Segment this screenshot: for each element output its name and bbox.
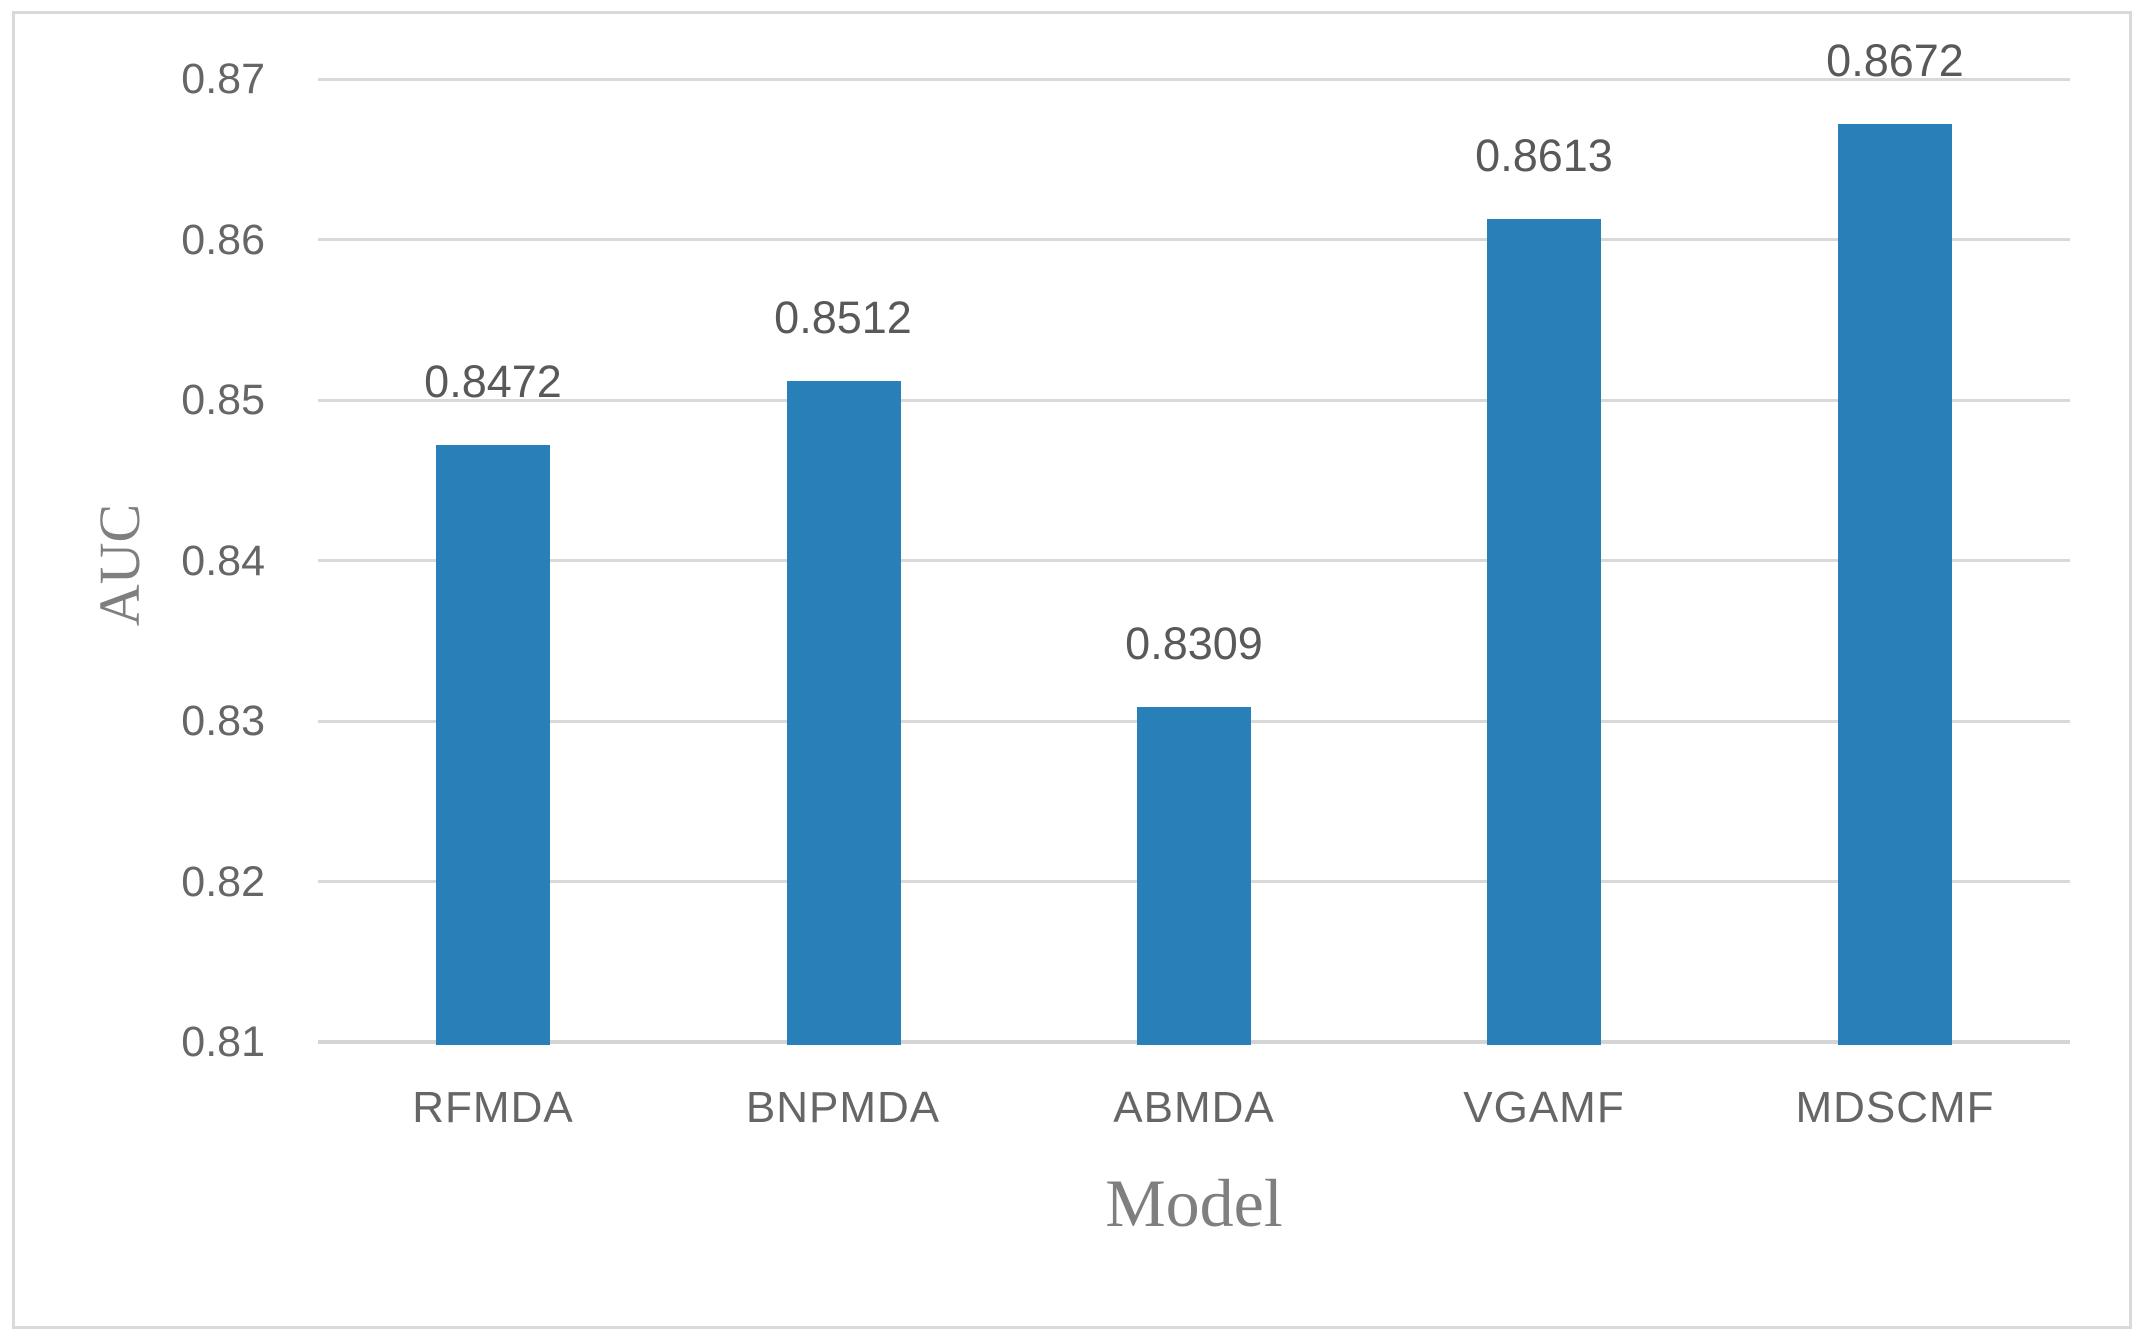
bar-value-label-MDSCMF: 0.8672 (1826, 35, 1964, 86)
x-tick-label-MDSCMF: MDSCMF (1795, 1083, 1995, 1132)
y-tick-label-0.81: 0.81 (181, 1018, 265, 1066)
y-tick-label-0.83: 0.83 (181, 697, 265, 745)
bar-value-label-BNPMDA: 0.8512 (774, 292, 912, 343)
bar-ABMDA (1137, 707, 1251, 1045)
bar-BNPMDA (787, 381, 901, 1045)
x-axis-title: Model (1105, 1165, 1283, 1241)
x-tick-label-ABMDA: ABMDA (1113, 1083, 1275, 1132)
y-tick-label-0.82: 0.82 (181, 858, 265, 906)
y-tick-label-0.84: 0.84 (181, 537, 265, 585)
y-tick-label-0.86: 0.86 (181, 216, 265, 264)
bar-value-label-ABMDA: 0.8309 (1125, 618, 1263, 669)
x-tick-label-RFMDA: RFMDA (412, 1083, 574, 1132)
bar-RFMDA (436, 445, 550, 1045)
x-tick-label-VGAMF: VGAMF (1463, 1083, 1625, 1132)
y-tick-label-0.85: 0.85 (181, 376, 265, 424)
bar-value-label-VGAMF: 0.8613 (1475, 130, 1613, 181)
x-tick-label-BNPMDA: BNPMDA (745, 1083, 941, 1132)
bar-VGAMF (1487, 219, 1601, 1045)
gridline (318, 559, 2070, 562)
bar-value-label-RFMDA: 0.8472 (424, 356, 562, 407)
y-tick-label-0.87: 0.87 (181, 55, 265, 103)
gridline (318, 238, 2070, 241)
bar-MDSCMF (1838, 124, 1952, 1045)
gridline (318, 399, 2070, 402)
gridline (318, 78, 2070, 81)
